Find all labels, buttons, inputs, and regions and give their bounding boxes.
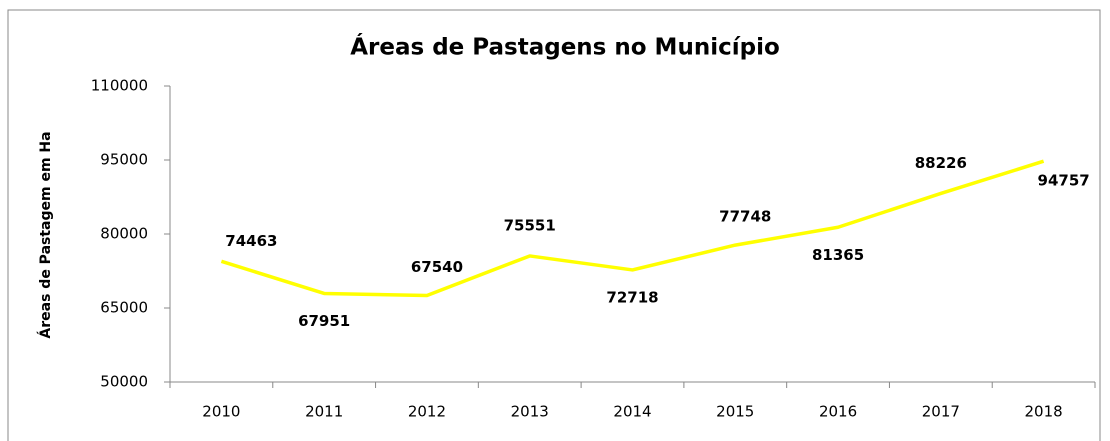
x-tick-label: 2010	[202, 403, 240, 421]
x-tick-label: 2018	[1025, 403, 1063, 421]
x-tick-label: 2014	[613, 403, 651, 421]
data-label: 77748	[719, 208, 771, 226]
y-tick-label: 80000	[100, 225, 148, 243]
data-label: 67951	[298, 312, 350, 330]
y-tick-label: 50000	[100, 373, 148, 391]
x-tick-label: 2016	[819, 403, 857, 421]
data-label: 81365	[812, 246, 864, 264]
x-tick-label: 2017	[922, 403, 960, 421]
x-tick-label: 2013	[511, 403, 549, 421]
chart-frame	[7, 9, 1101, 441]
chart-title: Áreas de Pastagens no Município	[350, 33, 780, 61]
data-label: 67540	[411, 258, 463, 276]
y-tick-label: 95000	[100, 151, 148, 169]
x-tick-label: 2012	[408, 403, 446, 421]
data-label: 75551	[504, 216, 556, 234]
data-label: 72718	[606, 288, 658, 306]
data-line	[220, 159, 1045, 298]
data-label: 74463	[225, 232, 277, 250]
data-label: 88226	[915, 154, 967, 172]
data-label: 94757	[1038, 172, 1090, 190]
x-tick-label: 2011	[305, 403, 343, 421]
x-tick-label: 2015	[716, 403, 754, 421]
y-tick-label: 110000	[91, 77, 148, 95]
y-axis-label: Áreas de Pastagem em Ha	[37, 131, 54, 338]
y-tick-label: 65000	[100, 299, 148, 317]
